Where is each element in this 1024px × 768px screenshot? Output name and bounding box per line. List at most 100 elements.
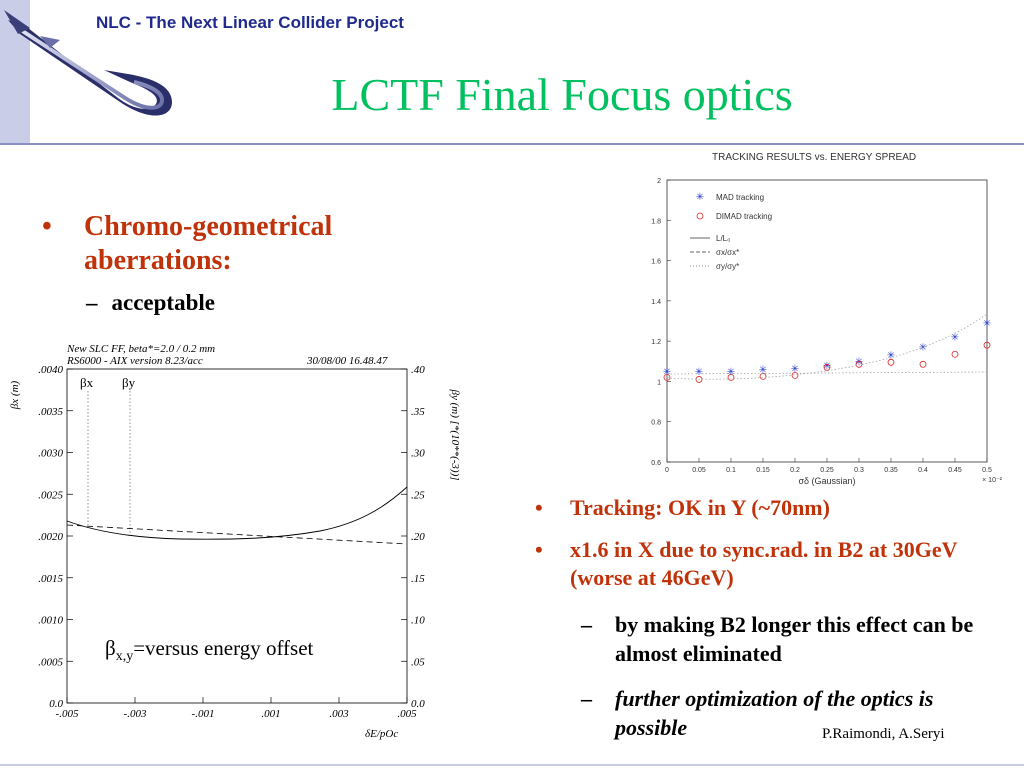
beta-plot-ticks: .0040 .0035 .0030 .0025 .0020 .0015 .0010 .0005… [38,364,425,720]
chart-x-tick-label: 0.3 [854,467,864,474]
beta-x-tick-label: -.001 [192,708,215,720]
legend-mad-marker: ✳ [696,192,704,203]
chart-x-tick-label: 0.5 [982,467,992,474]
beta-x-curve [66,486,408,540]
legend-mad-label: MAD tracking [716,193,764,202]
beta-right-tick-label: .30 [411,448,425,460]
beta-right-axis-label: βy (m) [*(10**(-3))] [449,388,461,480]
beta-right-tick-label: 0.0 [411,698,425,710]
beta-plot: New SLC FF, beta*=2.0 / 0.2 mm RS6000 - … [9,343,461,740]
mad-point: ✳ [727,367,735,378]
legend-sx-label: σx/σx* [716,248,739,257]
beta-left-tick-label: .0005 [38,656,63,668]
dimad-point [727,373,735,381]
beta-caption-sub: x,y [116,649,134,664]
sub-bullet-dash: – [86,290,98,315]
chart-x-multiplier: × 10⁻² [982,477,1003,484]
curve-label-beta-x: βx [80,375,94,390]
sub-bullet-b2-text: by making B2 longer this effect can be a… [615,612,974,666]
dimad-point [919,360,927,368]
legend-dimad-marker [696,212,704,220]
beta-left-tick-label: .0035 [38,406,63,418]
chart-x-label: σδ (Gaussian) [798,476,855,486]
chart-x-tick-label: 0.1 [726,467,736,474]
mad-point: ✳ [695,367,703,378]
bullet-dot: • [535,537,543,562]
chart-points: ✳ ✳ ✳ ✳ ✳ ✳ ✳ ✳ ✳ ✳ ✳ [663,319,991,383]
beta-right-tick-label: .25 [411,489,425,501]
bottom-rule [0,764,1024,766]
beta-left-tick-label: .0010 [38,615,63,627]
beta-right-tick-label: .35 [411,406,425,418]
beta-right-tick-label: .05 [411,656,425,668]
beta-caption-text: =versus energy offset [133,636,313,660]
logo-swoosh-icon [4,10,172,116]
mad-point: ✳ [951,333,959,344]
chart-y-tick-label: 1.2 [651,339,661,346]
beta-caption-symbol: β [105,636,116,660]
dimad-point [887,358,895,366]
sigma-y-ratio-curve [666,371,988,375]
beta-y-curve [66,524,408,545]
chart-x-tick-label: 0.25 [820,467,834,474]
beta-left-tick-label: .0030 [38,448,63,460]
mad-point: ✳ [791,364,799,375]
legend-sy-label: σy/σy* [716,262,739,271]
beta-left-tick-label: .0020 [38,531,63,543]
dimad-point [759,372,767,380]
sub-bullet-optimization-text: further optimization of the optics is po… [615,686,934,740]
bullet-sync-rad-text: x1.6 in X due to sync.rad. in B2 at 30Ge… [570,537,958,590]
beta-left-axis-label: βx (m) [9,380,21,410]
sub-bullet-dash: – [581,686,592,711]
chart-x-tick-label: 0.2 [790,467,800,474]
sub-bullet-acceptable: – acceptable [86,290,215,316]
author-credit: P.Raimondi, A.Seryi [822,726,945,742]
beta-left-tick-label: .0040 [38,364,63,376]
mad-point: ✳ [855,357,863,368]
curve-label-beta-y: βy [122,375,136,390]
dimad-point [983,341,991,349]
chart-y-tick-label: 1 [657,379,661,386]
bullet-dot: • [42,211,52,242]
chart-x-tick-label: 0.05 [692,467,706,474]
dimad-point [951,350,959,358]
beta-x-tick-label: -.003 [124,708,147,720]
legend-l-label: L/L₀ [716,234,730,243]
chart-title: TRACKING RESULTS vs. ENERGY SPREAD [712,152,916,163]
chart-y-tick-label: 1.8 [651,218,661,225]
beta-x-tick-label: .003 [329,708,349,720]
tracking-chart: TRACKING RESULTS vs. ENERGY SPREAD 0.6 0.… [651,152,1003,486]
beta-plot-info-1: New SLC FF, beta*=2.0 / 0.2 mm [66,343,215,355]
beta-right-tick-label: .15 [411,573,425,585]
sigma-x-ratio-curve [666,313,988,380]
project-title: NLC - The Next Linear Collider Project [96,13,404,32]
mad-point: ✳ [663,367,671,378]
chart-y-tick-label: 0.6 [651,460,661,467]
dimad-point [823,363,831,371]
nlc-logo [0,0,180,145]
chart-x-tick-label: 0.4 [918,467,928,474]
beta-x-axis-label: δE/pOc [365,728,398,740]
slide-title: LCTF Final Focus optics [331,69,793,120]
mad-point: ✳ [759,365,767,376]
mad-point: ✳ [823,361,831,372]
chart-frame [666,179,988,463]
bullet-dot: • [535,495,543,520]
chart-axes: 0.6 0.8 1 1.2 1.4 1.6 1.8 2 0 0.05 0.1 0.15 0.2 0.25 0… [651,178,992,474]
beta-x-tick-label: .005 [397,708,417,720]
mad-point: ✳ [919,343,927,354]
beta-right-tick-label: .10 [411,615,425,627]
beta-x-tick-label: .001 [261,708,280,720]
bullet-chromo-text: Chromo-geometrical aberrations: [84,211,333,276]
beta-plot-info-2: RS6000 - AIX version 8.23/acc [66,355,203,367]
mad-point: ✳ [983,319,991,330]
beta-x-tick-label: -.005 [56,708,79,720]
chart-y-tick-label: 0.8 [651,420,661,427]
bullet-tracking-text: Tracking: OK in Y (~70nm) [570,495,830,520]
beta-plot-date: 30/08/00 16.48.47 [306,355,388,367]
dimad-point [663,373,671,381]
beta-right-tick-label: .20 [411,531,425,543]
chart-x-tick-label: 0.35 [884,467,898,474]
chart-x-tick-label: 0.45 [948,467,962,474]
chart-y-tick-label: 1.6 [651,259,661,266]
